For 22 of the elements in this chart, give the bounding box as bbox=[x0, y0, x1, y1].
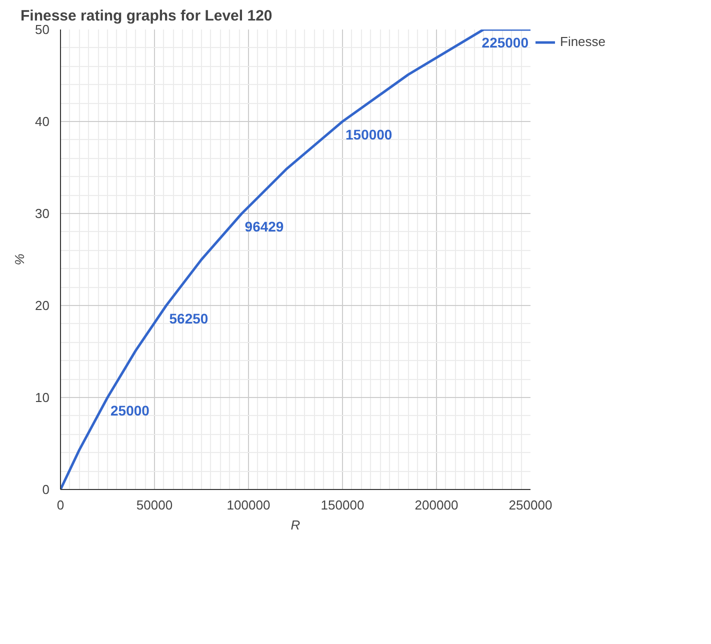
y-tick-label: 20 bbox=[35, 298, 50, 313]
chart-title: Finesse rating graphs for Level 120 bbox=[20, 8, 272, 24]
x-tick-label: 200000 bbox=[414, 498, 458, 512]
legend-label: Finesse bbox=[560, 34, 606, 49]
x-tick-label: 50000 bbox=[136, 498, 173, 512]
x-tick-label: 0 bbox=[56, 498, 64, 512]
annotation: 225000 bbox=[482, 34, 529, 50]
y-tick-label: 30 bbox=[35, 206, 50, 221]
y-tick-label: 50 bbox=[35, 22, 50, 37]
y-tick-label: 40 bbox=[35, 114, 50, 129]
x-tick-label: 250000 bbox=[508, 498, 552, 512]
y-tick-label: 0 bbox=[42, 482, 50, 497]
x-tick-label: 150000 bbox=[320, 498, 364, 512]
x-axis-title: R bbox=[290, 518, 300, 532]
annotation: 25000 bbox=[110, 402, 150, 418]
y-axis-title: % bbox=[12, 254, 28, 266]
annotation: 56250 bbox=[169, 310, 208, 326]
line-series bbox=[60, 30, 530, 490]
x-tick-label: 100000 bbox=[226, 498, 270, 512]
y-tick-label: 10 bbox=[35, 390, 50, 405]
annotation: 96429 bbox=[244, 218, 284, 234]
annotation: 150000 bbox=[346, 126, 392, 142]
